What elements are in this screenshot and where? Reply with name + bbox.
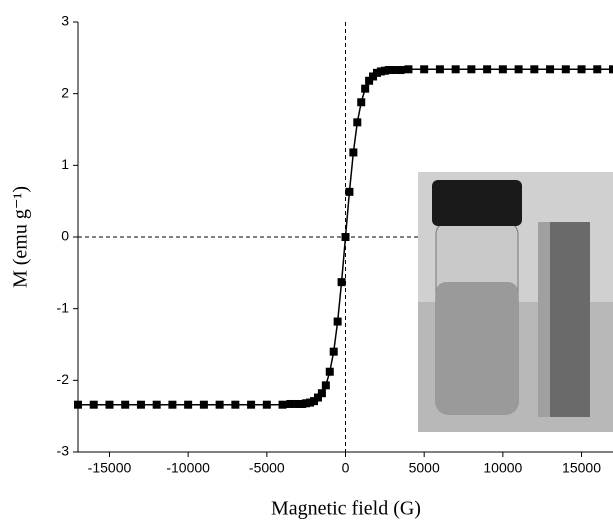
marker	[365, 76, 374, 85]
x-tick-label: -10000	[166, 460, 210, 476]
marker	[396, 66, 405, 75]
marker	[136, 400, 145, 409]
marker	[388, 66, 397, 75]
marker	[231, 400, 240, 409]
marker	[561, 65, 570, 74]
marker	[215, 400, 224, 409]
x-tick-label: -5000	[249, 460, 285, 476]
y-tick-label: 2	[61, 84, 69, 100]
marker	[546, 65, 555, 74]
marker	[278, 400, 287, 409]
marker	[593, 65, 602, 74]
marker	[467, 65, 476, 74]
marker	[498, 65, 507, 74]
x-tick-label: 15000	[562, 460, 601, 476]
y-tick-label: 3	[61, 13, 69, 29]
marker	[325, 367, 334, 376]
marker	[345, 187, 354, 196]
y-tick-label: -2	[57, 371, 70, 387]
marker	[313, 393, 322, 402]
x-tick-label: -15000	[88, 460, 132, 476]
marker	[262, 400, 271, 409]
marker	[435, 65, 444, 74]
marker	[152, 400, 161, 409]
marker	[530, 65, 539, 74]
x-axis-label: Magnetic field (G)	[271, 498, 421, 520]
marker	[74, 400, 82, 409]
marker	[341, 233, 350, 241]
y-axis-label: M (emu g⁻¹)	[10, 186, 32, 288]
y-tick-label: 0	[61, 228, 69, 244]
marker	[321, 381, 330, 390]
marker	[451, 65, 460, 74]
marker	[361, 84, 370, 93]
x-tick-label: 10000	[483, 460, 522, 476]
marker	[420, 65, 429, 74]
inset-photo	[418, 172, 613, 432]
marker	[105, 400, 114, 409]
marker	[577, 65, 586, 74]
marker	[514, 65, 523, 74]
marker	[483, 65, 492, 74]
marker	[349, 148, 358, 157]
marker	[199, 400, 208, 409]
marker	[184, 400, 193, 409]
marker	[317, 389, 326, 398]
marker	[404, 65, 413, 74]
marker	[286, 399, 295, 408]
marker	[247, 400, 256, 409]
marker	[337, 278, 346, 287]
marker	[329, 347, 338, 356]
marker	[89, 400, 98, 409]
y-tick-label: 1	[61, 156, 69, 172]
y-tick-label: -3	[57, 443, 70, 459]
marker	[353, 118, 362, 127]
x-tick-label: 0	[342, 460, 350, 476]
marker	[168, 400, 177, 409]
x-tick-label: 5000	[409, 460, 440, 476]
marker	[333, 317, 342, 326]
marker	[609, 65, 613, 74]
marker	[121, 400, 130, 409]
y-tick-label: -1	[57, 299, 70, 315]
marker	[357, 98, 366, 107]
